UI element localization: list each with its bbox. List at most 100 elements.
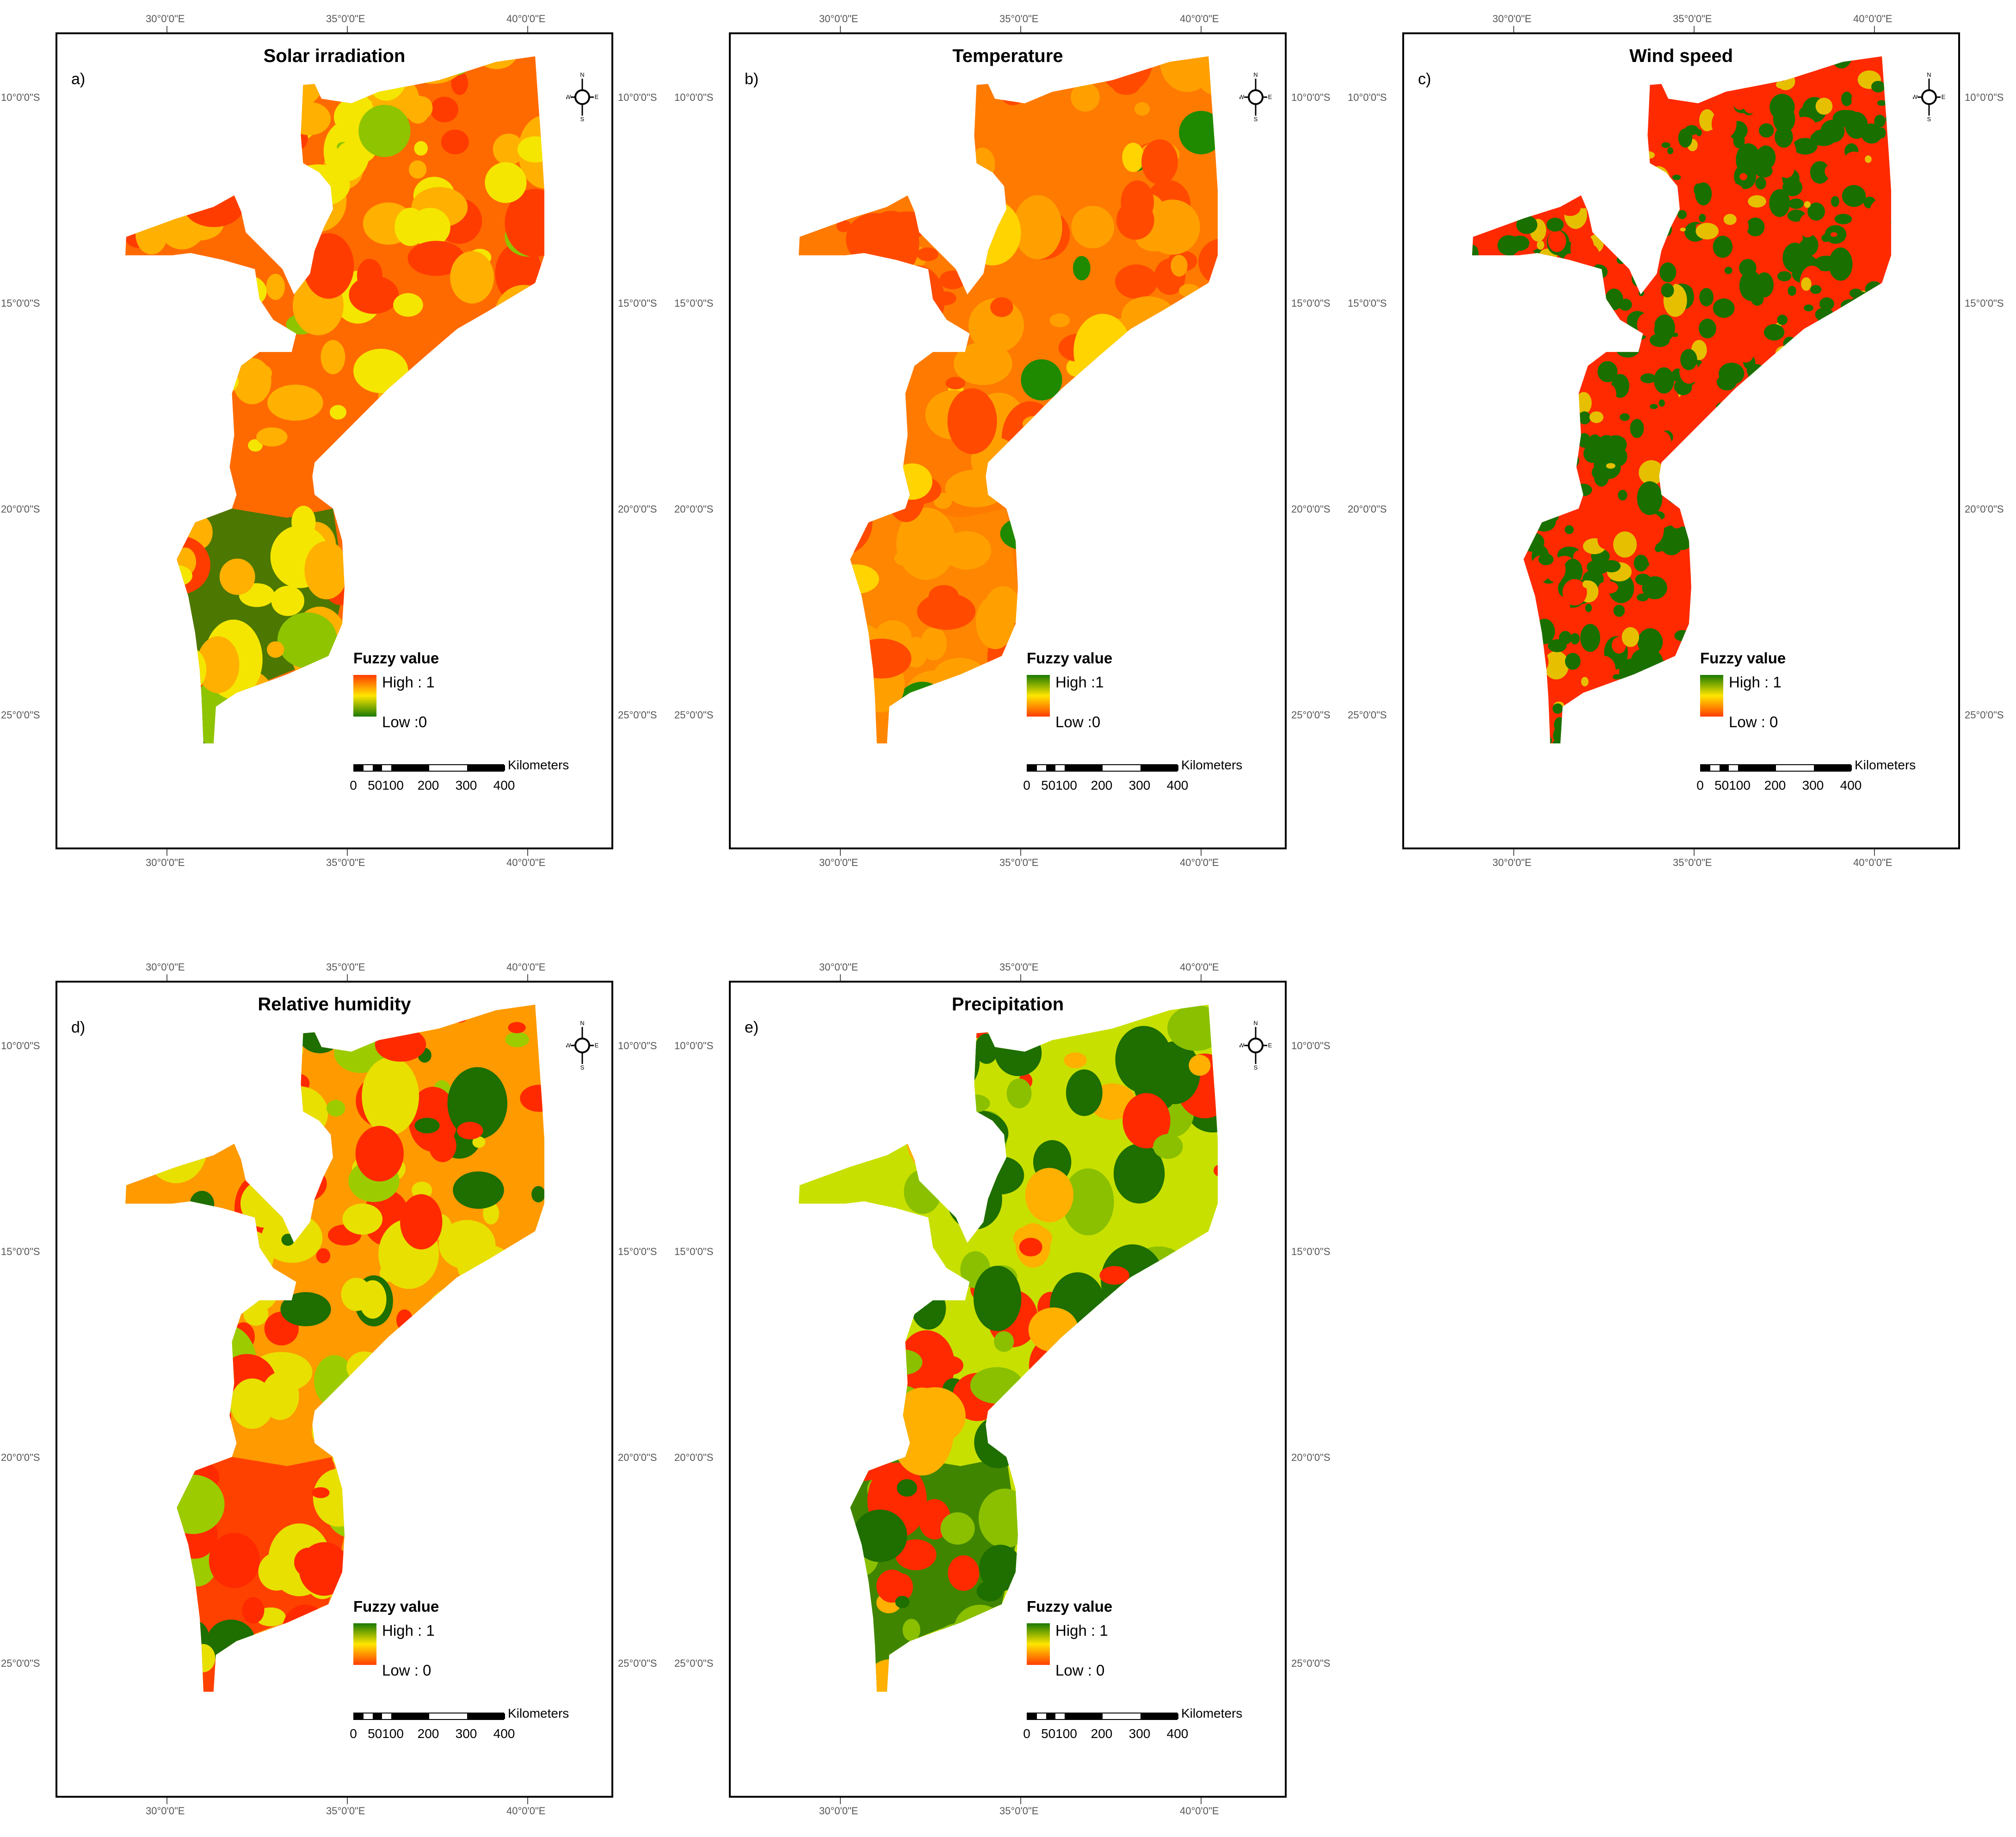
raster-patch (518, 546, 544, 583)
raster-patch (1684, 125, 1699, 136)
raster-patch (467, 469, 495, 502)
raster-patch (1536, 240, 1544, 250)
raster-patch (1804, 304, 1813, 312)
raster-patch (1765, 451, 1788, 474)
raster-patch (1490, 647, 1501, 663)
raster-patch (1087, 1528, 1115, 1552)
raster-patch (801, 1677, 852, 1692)
raster-patch (1612, 142, 1621, 154)
raster-patch (190, 102, 224, 140)
raster-patch (1494, 415, 1507, 433)
raster-patch (1769, 578, 1778, 588)
raster-patch (1665, 474, 1682, 493)
raster-patch (488, 1452, 514, 1486)
raster-patch (217, 98, 234, 110)
raster-patch (949, 690, 998, 728)
raster-patch (1568, 295, 1579, 308)
raster-patch (939, 1356, 964, 1375)
raster-patch (1557, 725, 1563, 731)
raster-patch (126, 111, 144, 125)
raster-patch (267, 384, 323, 421)
raster-patch (1496, 616, 1511, 637)
raster-patch (450, 1588, 496, 1647)
scale-unit: Kilometers (508, 758, 569, 772)
scale-label: 0 (1023, 778, 1030, 792)
lon-label: 30°0'0"E (819, 1805, 858, 1817)
lat-label: 10°0'0"S (1291, 92, 1331, 103)
raster-patch (1561, 429, 1572, 439)
map-frame: Temperature b) N S W E Fuzzy value High … (729, 32, 1287, 849)
raster-patch (1134, 670, 1153, 684)
raster-patch (885, 280, 932, 333)
raster-patch (1818, 688, 1840, 711)
raster-patch (149, 606, 182, 634)
raster-patch (1782, 178, 1803, 197)
raster-patch (1536, 302, 1547, 311)
raster-patch (182, 1442, 208, 1464)
raster-patch (460, 1388, 512, 1447)
raster-patch (1113, 599, 1173, 647)
lat-label: 15°0'0"S (618, 1246, 657, 1257)
raster-patch (1126, 1433, 1173, 1476)
raster-patch (1499, 108, 1519, 125)
raster-patch (1733, 437, 1755, 458)
raster-patch (1472, 74, 1492, 105)
raster-patch (887, 138, 919, 164)
raster-patch (1873, 295, 1883, 307)
raster-patch (1862, 334, 1888, 361)
raster-patch (1565, 653, 1581, 670)
raster-patch (473, 1438, 504, 1472)
lat-label: 15°0'0"S (1348, 297, 1387, 309)
svg-text:S: S (1254, 1064, 1258, 1070)
lon-label: 40°0'0"E (1180, 13, 1219, 25)
raster-patch (1849, 735, 1859, 744)
raster-patch (1813, 729, 1830, 743)
raster-patch (1155, 1611, 1214, 1673)
panel-letter: c) (1418, 70, 1431, 88)
raster-patch (1815, 467, 1838, 492)
raster-patch (1727, 607, 1738, 620)
raster-patch (1825, 396, 1837, 413)
raster-patch (1472, 548, 1480, 564)
raster-patch (1835, 711, 1857, 736)
lon-tick (166, 849, 167, 856)
lon-label: 35°0'0"E (999, 13, 1039, 25)
lon-tick (527, 1798, 528, 1804)
raster-patch (1855, 363, 1870, 375)
lat-label: 25°0'0"S (1291, 1658, 1331, 1669)
raster-patch (1713, 298, 1735, 318)
raster-patch (281, 1233, 295, 1246)
raster-patch (1729, 500, 1753, 522)
raster-patch (1756, 145, 1776, 170)
raster-patch (1477, 75, 1484, 83)
raster-patch (370, 618, 392, 633)
raster-patch (994, 1030, 1042, 1076)
raster-patch (1538, 197, 1562, 211)
raster-patch (1500, 444, 1511, 454)
raster-patch (1870, 481, 1882, 490)
raster-patch (1699, 214, 1706, 223)
raster-patch (1619, 165, 1627, 175)
raster-patch (830, 1396, 863, 1431)
raster-patch (1150, 1041, 1201, 1104)
lon-label: 30°0'0"E (1492, 857, 1532, 868)
raster-patch (1640, 680, 1661, 694)
raster-patch (1598, 581, 1618, 594)
raster-patch (1141, 139, 1178, 185)
raster-patch (1551, 124, 1563, 136)
raster-patch (911, 1287, 946, 1330)
raster-patch (1751, 291, 1764, 306)
raster-patch (1779, 548, 1798, 571)
raster-patch (1884, 232, 1891, 258)
raster-patch (233, 1228, 255, 1257)
raster-patch (1874, 557, 1880, 564)
panel-letter: d) (71, 1019, 86, 1036)
raster-patch (1743, 544, 1752, 555)
raster-patch (1583, 444, 1602, 463)
raster-patch (799, 316, 826, 356)
lon-label: 35°0'0"E (326, 13, 365, 25)
raster-patch (235, 684, 296, 744)
raster-patch (1506, 649, 1522, 669)
raster-patch (144, 1111, 208, 1183)
raster-patch (1787, 528, 1803, 550)
